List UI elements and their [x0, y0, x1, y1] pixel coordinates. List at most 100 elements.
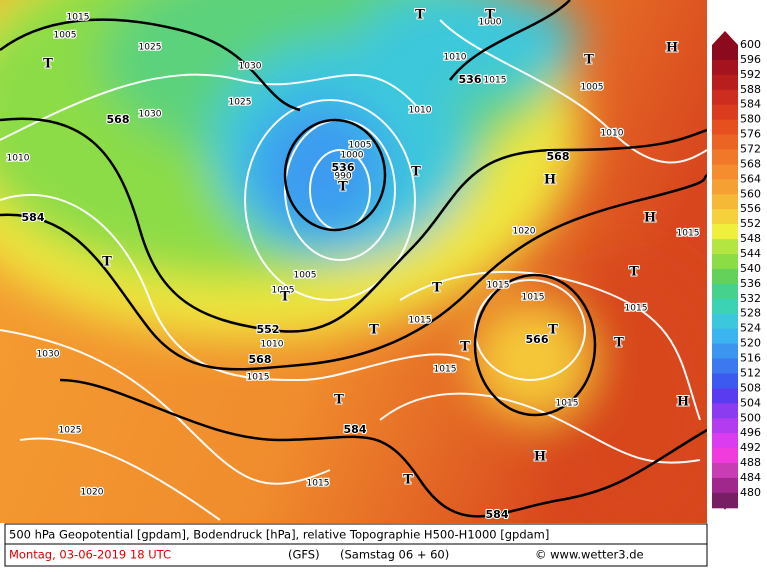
scale-label: 548 — [740, 232, 761, 245]
pressure-label: 1030 — [239, 62, 262, 72]
scale-swatch — [712, 477, 738, 494]
scale-label: 588 — [740, 83, 761, 96]
scale-arrow-top — [712, 31, 738, 45]
pressure-label: 1020 — [513, 227, 536, 237]
pressure-label: 1015 — [625, 304, 648, 314]
scale-swatch — [712, 224, 738, 240]
scale-label: 564 — [740, 172, 761, 185]
pressure-center: T — [485, 8, 495, 23]
scale-label: 544 — [740, 247, 761, 260]
scale-label: 488 — [740, 456, 761, 469]
pressure-label: 1005 — [294, 271, 317, 281]
scale-swatch — [712, 209, 738, 225]
scale-swatch — [712, 343, 738, 360]
pressure-center: T — [584, 53, 594, 68]
scale-label: 496 — [740, 426, 761, 439]
pressure-label: 1005 — [272, 286, 295, 296]
scale-swatch — [712, 119, 738, 136]
scale-swatch — [712, 403, 738, 419]
scale-label: 520 — [740, 337, 761, 350]
map-field — [0, 0, 707, 523]
footer-box — [4, 523, 708, 567]
scale-label: 600 — [740, 38, 761, 51]
scale-swatch — [712, 373, 738, 389]
pressure-center: T — [629, 265, 639, 280]
pressure-label: 1000 — [479, 18, 502, 28]
pressure-center: T — [411, 165, 421, 180]
pressure-label: 1020 — [81, 488, 104, 498]
pressure-center: T — [415, 8, 425, 23]
pressure-label: 1015 — [307, 479, 330, 489]
scale-label: 480 — [740, 486, 761, 499]
pressure-label: 1015 — [484, 76, 507, 86]
geopotential-label: 584 — [486, 508, 509, 521]
scale-label: 572 — [740, 143, 761, 156]
scale-swatch — [712, 298, 738, 315]
pressure-label: 1015 — [556, 399, 579, 409]
scale-label: 556 — [740, 202, 761, 215]
scale-swatch — [712, 418, 738, 434]
geopotential-label: 568 — [249, 353, 272, 366]
scale-swatch — [712, 433, 738, 449]
pressure-center: T — [403, 473, 413, 488]
pressure-center: T — [432, 281, 442, 296]
scale-swatch — [712, 313, 738, 330]
scale-label: 508 — [740, 381, 761, 394]
pressure-label: 1030 — [139, 110, 162, 120]
geopotential-label: 584 — [344, 423, 367, 436]
scale-swatch — [712, 358, 738, 374]
pressure-center: H — [534, 450, 546, 465]
pressure-center: H — [544, 173, 556, 188]
scale-label: 504 — [740, 396, 761, 409]
scale-label: 576 — [740, 128, 761, 141]
scale-swatch — [712, 448, 738, 464]
pressure-label: 1015 — [434, 365, 457, 375]
scale-swatch — [712, 104, 738, 121]
pressure-label: 1005 — [581, 83, 604, 93]
pressure-center: T — [280, 290, 290, 305]
scale-swatch — [712, 388, 738, 404]
scale-swatch — [712, 328, 738, 345]
footer-credit: © www.wetter3.de — [535, 548, 644, 562]
geopotential-label: 536 — [332, 161, 355, 174]
pressure-label: 1030 — [37, 350, 60, 360]
scale-label: 536 — [740, 277, 761, 290]
pressure-center: H — [644, 211, 656, 226]
geopotential-label: 536 — [459, 73, 482, 86]
scale-swatch — [712, 89, 738, 106]
pressure-center: H — [666, 41, 678, 56]
scale-swatch — [712, 164, 738, 180]
scale-label: 512 — [740, 366, 761, 379]
scale-label: 596 — [740, 53, 761, 66]
pressure-center: H — [677, 395, 689, 410]
scale-label: 484 — [740, 471, 761, 484]
scale-label: 552 — [740, 217, 761, 230]
pressure-label: 1000 — [341, 151, 364, 161]
pressure-label: 1025 — [229, 98, 252, 108]
geopotential-label: 584 — [22, 211, 45, 224]
scale-swatch — [712, 134, 738, 151]
pressure-label: 1015 — [487, 281, 510, 291]
pressure-center: T — [369, 323, 379, 338]
scale-label: 568 — [740, 157, 761, 170]
scale-label: 592 — [740, 68, 761, 81]
scale-label: 492 — [740, 441, 761, 454]
pressure-label: 1025 — [59, 426, 82, 436]
pressure-center: T — [614, 336, 624, 351]
scale-swatch — [712, 268, 738, 285]
pressure-label: 1010 — [444, 53, 467, 63]
geopotential-label: 568 — [547, 150, 570, 163]
footer-description: 500 hPa Geopotential [gpdam], Bodendruck… — [9, 528, 549, 542]
scale-swatch — [712, 194, 738, 210]
scale-label: 584 — [740, 98, 761, 111]
scale-swatch — [712, 239, 738, 255]
scale-swatch — [712, 463, 738, 479]
pressure-label: 1005 — [54, 31, 77, 41]
pressure-center: T — [460, 340, 470, 355]
pressure-label: 990 — [334, 172, 351, 182]
scale-label: 532 — [740, 292, 761, 305]
pressure-label: 1005 — [349, 141, 372, 151]
